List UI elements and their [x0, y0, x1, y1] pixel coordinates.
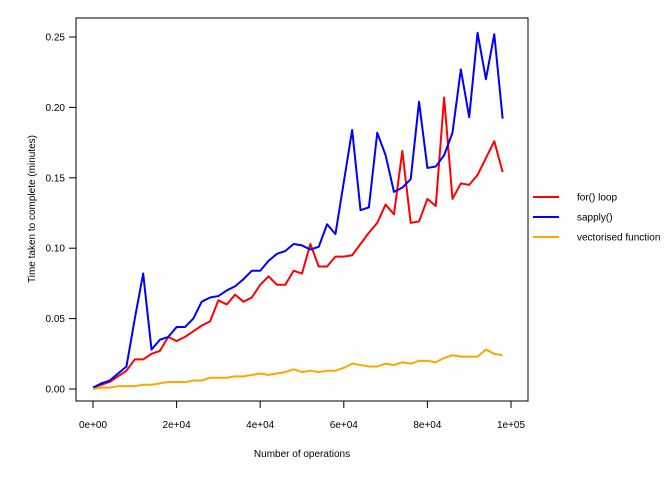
x-tick-label: 8e+04	[413, 420, 442, 431]
x-axis: 0e+00 2e+04 4e+04 6e+04 8e+04 1e+05	[79, 400, 526, 431]
legend: for() loop sapply() vectorised function	[533, 193, 660, 244]
x-tick-label: 6e+04	[330, 420, 359, 431]
legend-label: sapply()	[577, 213, 613, 224]
legend-label: for() loop	[577, 193, 617, 204]
y-tick-label: 0.00	[46, 385, 66, 396]
x-tick-label: 1e+05	[497, 420, 526, 431]
y-axis: 0.00 0.05 0.10 0.15 0.20 0.25	[46, 33, 77, 396]
y-tick-label: 0.20	[46, 103, 66, 114]
x-tick-label: 2e+04	[163, 420, 192, 431]
x-axis-label: Number of operations	[254, 449, 350, 460]
x-tick-label: 0e+00	[79, 420, 108, 431]
legend-label: vectorised function	[577, 233, 660, 244]
y-tick-label: 0.10	[46, 244, 66, 255]
series-line-0	[92, 96, 504, 389]
x-tick-label: 4e+04	[246, 420, 275, 431]
series-line-1	[92, 31, 504, 389]
series-layer	[92, 31, 504, 390]
series-line-2	[92, 348, 503, 390]
y-tick-label: 0.15	[46, 173, 66, 184]
y-axis-label: Time taken to complete (minutes)	[27, 135, 38, 283]
y-tick-label: 0.25	[46, 33, 66, 44]
y-tick-label: 0.05	[46, 314, 66, 325]
